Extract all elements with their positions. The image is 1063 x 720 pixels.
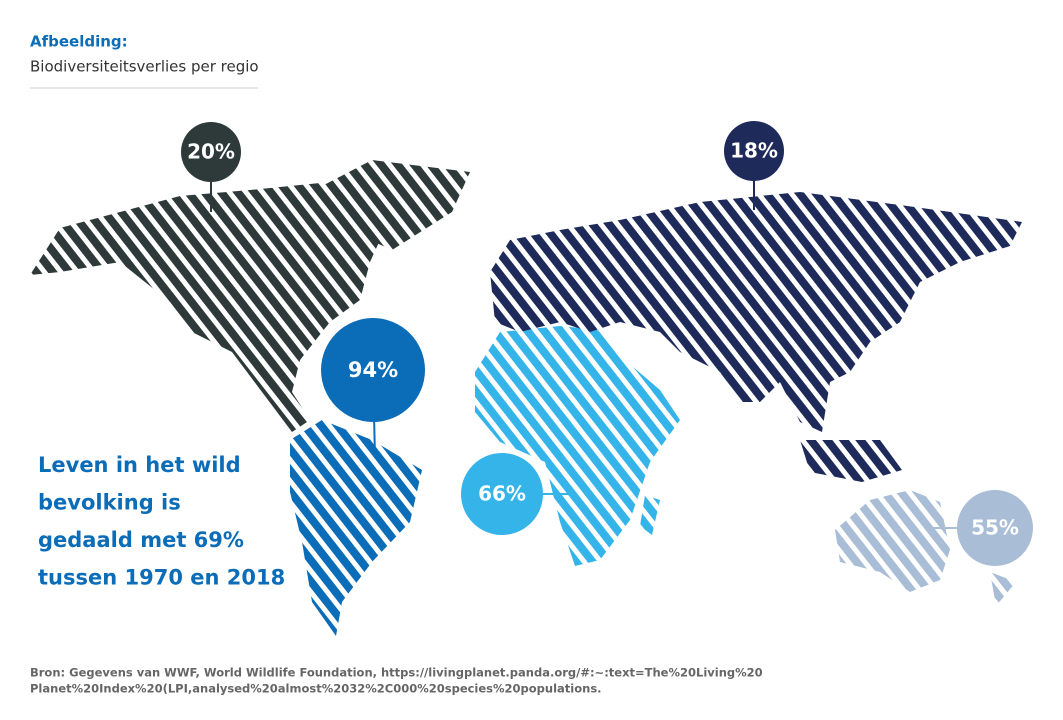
bubble-label: 55% <box>971 516 1019 540</box>
continent <box>640 495 660 535</box>
bubble-label: 94% <box>348 358 398 382</box>
headline-line: gedaald met 69% <box>38 528 244 552</box>
bubble <box>957 490 1033 566</box>
continent <box>835 490 950 592</box>
headline-line: tussen 1970 en 2018 <box>38 566 285 590</box>
bubble-label: 66% <box>478 482 526 506</box>
bubble <box>724 121 784 181</box>
source-line: Bron: Gegevens van WWF, World Wildlife F… <box>30 666 763 680</box>
continent <box>290 420 422 636</box>
header-title: Biodiversiteitsverlies per regio <box>30 58 259 76</box>
bubble <box>181 122 241 182</box>
continent <box>800 440 902 482</box>
headline: Leven in het wild bevolking is gedaald met… <box>38 453 285 590</box>
continent <box>490 192 1022 432</box>
header-label: Afbeelding: <box>30 33 128 51</box>
bubble <box>321 318 425 422</box>
bubble-label: 20% <box>187 140 235 164</box>
region-bubbles: 20% 94% 66% 18% 55% <box>181 121 1033 566</box>
world-map <box>30 160 1022 636</box>
bubble-label: 18% <box>730 139 778 163</box>
continent <box>30 183 380 432</box>
bubble <box>461 453 543 535</box>
headline-line: bevolking is <box>38 491 181 515</box>
source: Bron: Gegevens van WWF, World Wildlife F… <box>30 666 763 696</box>
continent <box>475 326 680 566</box>
continent <box>990 572 1016 606</box>
source-line: Planet%20Index%20(LPI,analysed%20almost%… <box>30 682 602 696</box>
continent <box>322 160 470 250</box>
headline-line: Leven in het wild <box>38 453 241 477</box>
